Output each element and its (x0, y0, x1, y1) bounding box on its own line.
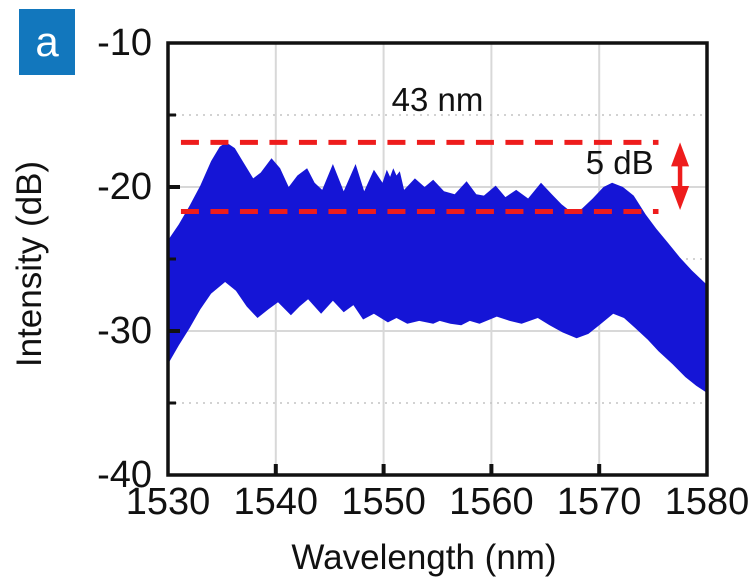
x-tick-label: 1530 (125, 481, 211, 523)
bandwidth-annotation: 43 nm (391, 80, 484, 118)
span-db-annotation: 5 dB (585, 144, 654, 182)
spectrum-trace (168, 142, 707, 393)
x-axis-title: Wavelength (nm) (291, 538, 557, 577)
x-tick-label: 1540 (233, 481, 319, 523)
x-tick-label: 1570 (556, 481, 642, 523)
y-tick-label: -10 (97, 22, 152, 64)
x-tick-label: 1580 (664, 481, 750, 523)
y-tick-label: -20 (97, 166, 152, 208)
y-tick-label: -40 (97, 454, 152, 496)
span-arrow-head-down (671, 186, 690, 211)
x-tick-label: 1550 (341, 481, 426, 523)
y-tick-label: -30 (97, 310, 152, 352)
panel-label-badge: a (19, 9, 75, 75)
span-arrow-head-up (671, 142, 690, 167)
plot-border (166, 41, 709, 477)
x-tick-label: 1560 (449, 481, 534, 523)
panel-label: a (35, 18, 59, 65)
